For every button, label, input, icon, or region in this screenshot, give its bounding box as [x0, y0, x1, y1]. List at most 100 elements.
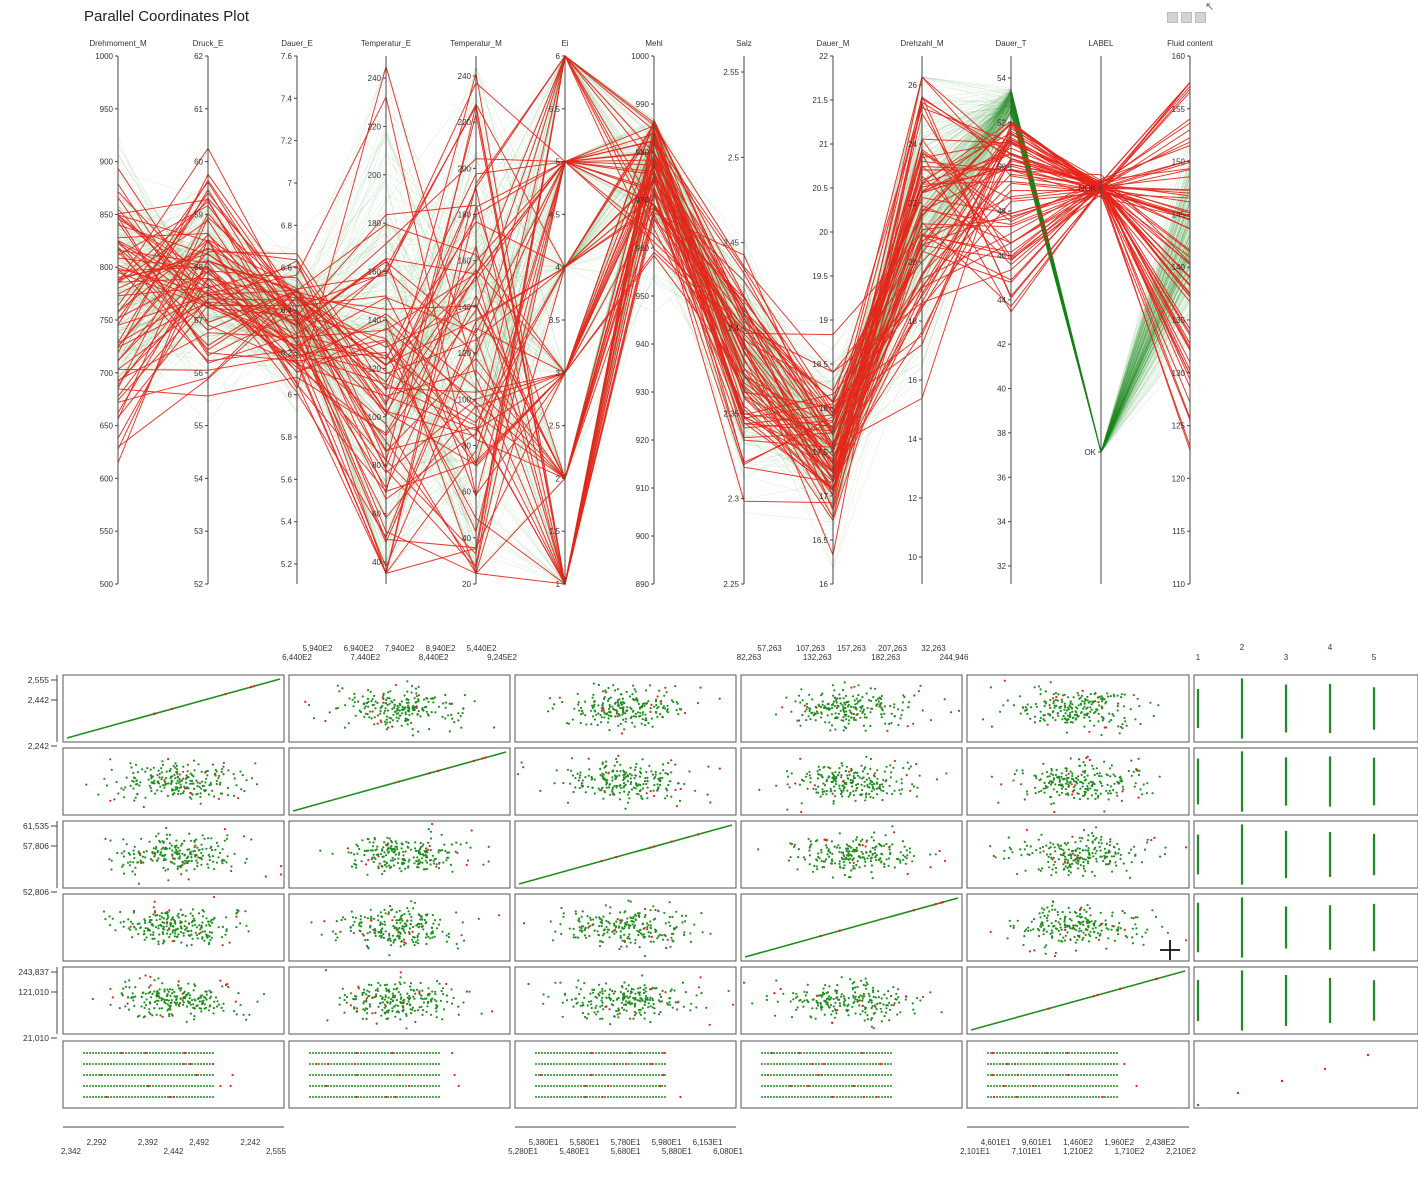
scatter-cell-r3-c5: [966, 820, 1190, 889]
axis-tick-label: 50: [997, 163, 1006, 172]
axis-temperatur-m: Temperatur_M 240 220 200 180 160 140 120 100 80 60…: [450, 39, 502, 589]
tick-label-bottom: 2,392: [138, 1138, 159, 1147]
cell-frame: [966, 893, 1190, 962]
axis-tick-label: 42: [997, 340, 1006, 349]
parallel-coordinates-chart: Drehmoment_M1000950900850800750700650600…: [89, 39, 1214, 589]
cell-frame: [288, 747, 511, 816]
tick-label-bottom: 5,580E1: [570, 1138, 600, 1147]
axis-tick-label: 20: [908, 258, 917, 267]
axis-tick-label: 57: [194, 316, 203, 325]
axis-tick-label: 160: [458, 257, 472, 266]
tick-label-left: 57,806: [23, 841, 49, 851]
axis-tick-label: 1000: [631, 52, 649, 61]
axis-tick-label: 4: [556, 263, 561, 272]
axis-label: Dauer_M: [817, 39, 850, 48]
axis-tick-label: 60: [462, 488, 471, 497]
axis-tick-label: 1000: [95, 52, 113, 61]
axis-tick-label: 17.5: [812, 448, 828, 457]
cell-frame: [288, 674, 511, 743]
scatter-cell-r6-c6: [1193, 1040, 1418, 1109]
tick-label-bottom: 5,480E1: [559, 1147, 589, 1156]
minimize-icon[interactable]: [1167, 12, 1178, 23]
tick-label-top: 7,440E2: [350, 653, 380, 662]
axis-tick-label: 2.45: [723, 239, 739, 248]
cell-frame: [62, 747, 285, 816]
tick-label-top: 6,940E2: [344, 644, 374, 653]
axis-fluid-content: Fluid content 160 155 150 145 140 135 130 125 120…: [1167, 39, 1214, 589]
tick-label-bottom: 2,492: [189, 1138, 210, 1147]
cell-frame: [966, 747, 1190, 816]
diagonal-line: [518, 824, 733, 885]
axis-tick-label: 22: [819, 52, 828, 61]
tick-label-top: 57,263: [757, 644, 782, 653]
axis-label: Temperatur_M: [450, 39, 502, 48]
scatter-cell-r3-c2: [288, 820, 511, 889]
axis-tick-label: 6: [556, 52, 561, 61]
menu-icon[interactable]: [1195, 12, 1206, 23]
axis-tick-label: 500: [100, 580, 114, 589]
axis-tick-label: 2.55: [723, 68, 739, 77]
maximize-icon[interactable]: [1181, 12, 1192, 23]
axis-tick-label: 100: [368, 413, 382, 422]
tick-label-left: 21,010: [23, 1033, 49, 1043]
tick-label-bottom: 1,460E2: [1063, 1138, 1093, 1147]
axis-tick-label: 59: [194, 210, 203, 219]
axis-tick-label: NOK: [1079, 184, 1097, 193]
tick-label-left: 2,555: [28, 675, 50, 685]
axis-tick-label: 930: [636, 388, 650, 397]
axis-tick-label: 145: [1172, 210, 1186, 219]
axis-tick-label: 220: [368, 122, 382, 131]
tick-label-bottom: 5,780E1: [611, 1138, 641, 1147]
axis-tick-label: 120: [368, 364, 382, 373]
tick-label-bottom: 7,101E1: [1012, 1147, 1042, 1156]
crosshair-cursor-icon: [1160, 940, 1180, 960]
axis-ei: Ei6 5.5 5 4.5 4 3.5 3 2.5 2 1.5 1: [549, 39, 569, 589]
axis-tick-label: 48: [997, 207, 1006, 216]
tick-label-bottom: 5,380E1: [529, 1138, 559, 1147]
axis-tick-label: 3.5: [549, 316, 561, 325]
tick-label-top: 1: [1196, 653, 1201, 662]
tick-label-bottom: 2,101E1: [960, 1147, 990, 1156]
axis-tick-label: 155: [1172, 105, 1186, 114]
tick-label-bottom: 6,153E1: [693, 1138, 723, 1147]
tick-label-bottom: 2,555: [266, 1147, 287, 1156]
axis-tick-label: 140: [1172, 263, 1186, 272]
axis-tick-label: 18: [908, 317, 917, 326]
axis-tick-label: 22: [908, 199, 917, 208]
axis-tick-label: 52: [997, 118, 1006, 127]
cell-frame: [1193, 747, 1418, 816]
diagonal-line: [970, 970, 1186, 1031]
scatter-cell-r4-c2: [288, 893, 511, 962]
axis-tick-label: 52: [194, 580, 203, 589]
axis-tick-label: 970: [636, 196, 650, 205]
scatter-cell-r2-c1: [62, 747, 285, 816]
tick-label-top: 5,440E2: [467, 644, 497, 653]
axis-tick-label: 3: [556, 369, 561, 378]
axis-tick-label: 140: [368, 316, 382, 325]
axis-tick-label: 7.6: [281, 52, 293, 61]
axis-tick-label: 36: [997, 473, 1006, 482]
axis-tick-label: 180: [368, 219, 382, 228]
tick-label-bottom: 4,601E1: [981, 1138, 1011, 1147]
axis-drehmoment-m: Drehmoment_M 1000 950 900 850 800 750 700 650 600…: [89, 39, 147, 589]
axis-tick-label: 5.4: [281, 518, 293, 527]
tick-label-bottom: 1,210E2: [1063, 1147, 1093, 1156]
axis-tick-label: 115: [1172, 527, 1185, 536]
cell-frame: [514, 674, 737, 743]
axis-tick-label: 34: [997, 518, 1006, 527]
axis-tick-label: 700: [100, 369, 114, 378]
axis-label: Dauer_E: [281, 39, 313, 48]
scatter-cell-r2-c4: [740, 747, 963, 816]
cell-frame: [740, 747, 963, 816]
cell-frame: [1193, 1040, 1418, 1109]
axis-label: Drehzahl_M: [900, 39, 943, 48]
axis-tick-label: 920: [636, 436, 650, 445]
axis-tick-label: 110: [1172, 580, 1185, 589]
axis-tick-label: 54: [194, 474, 203, 483]
axis-tick-label: 5: [556, 158, 561, 167]
axis-tick-label: 750: [100, 316, 114, 325]
tick-label-top: 107,263: [796, 644, 825, 653]
tick-label-top: 32,263: [921, 644, 946, 653]
axis-tick-label: 46: [997, 251, 1006, 260]
axis-tick-label: 120: [1172, 474, 1186, 483]
